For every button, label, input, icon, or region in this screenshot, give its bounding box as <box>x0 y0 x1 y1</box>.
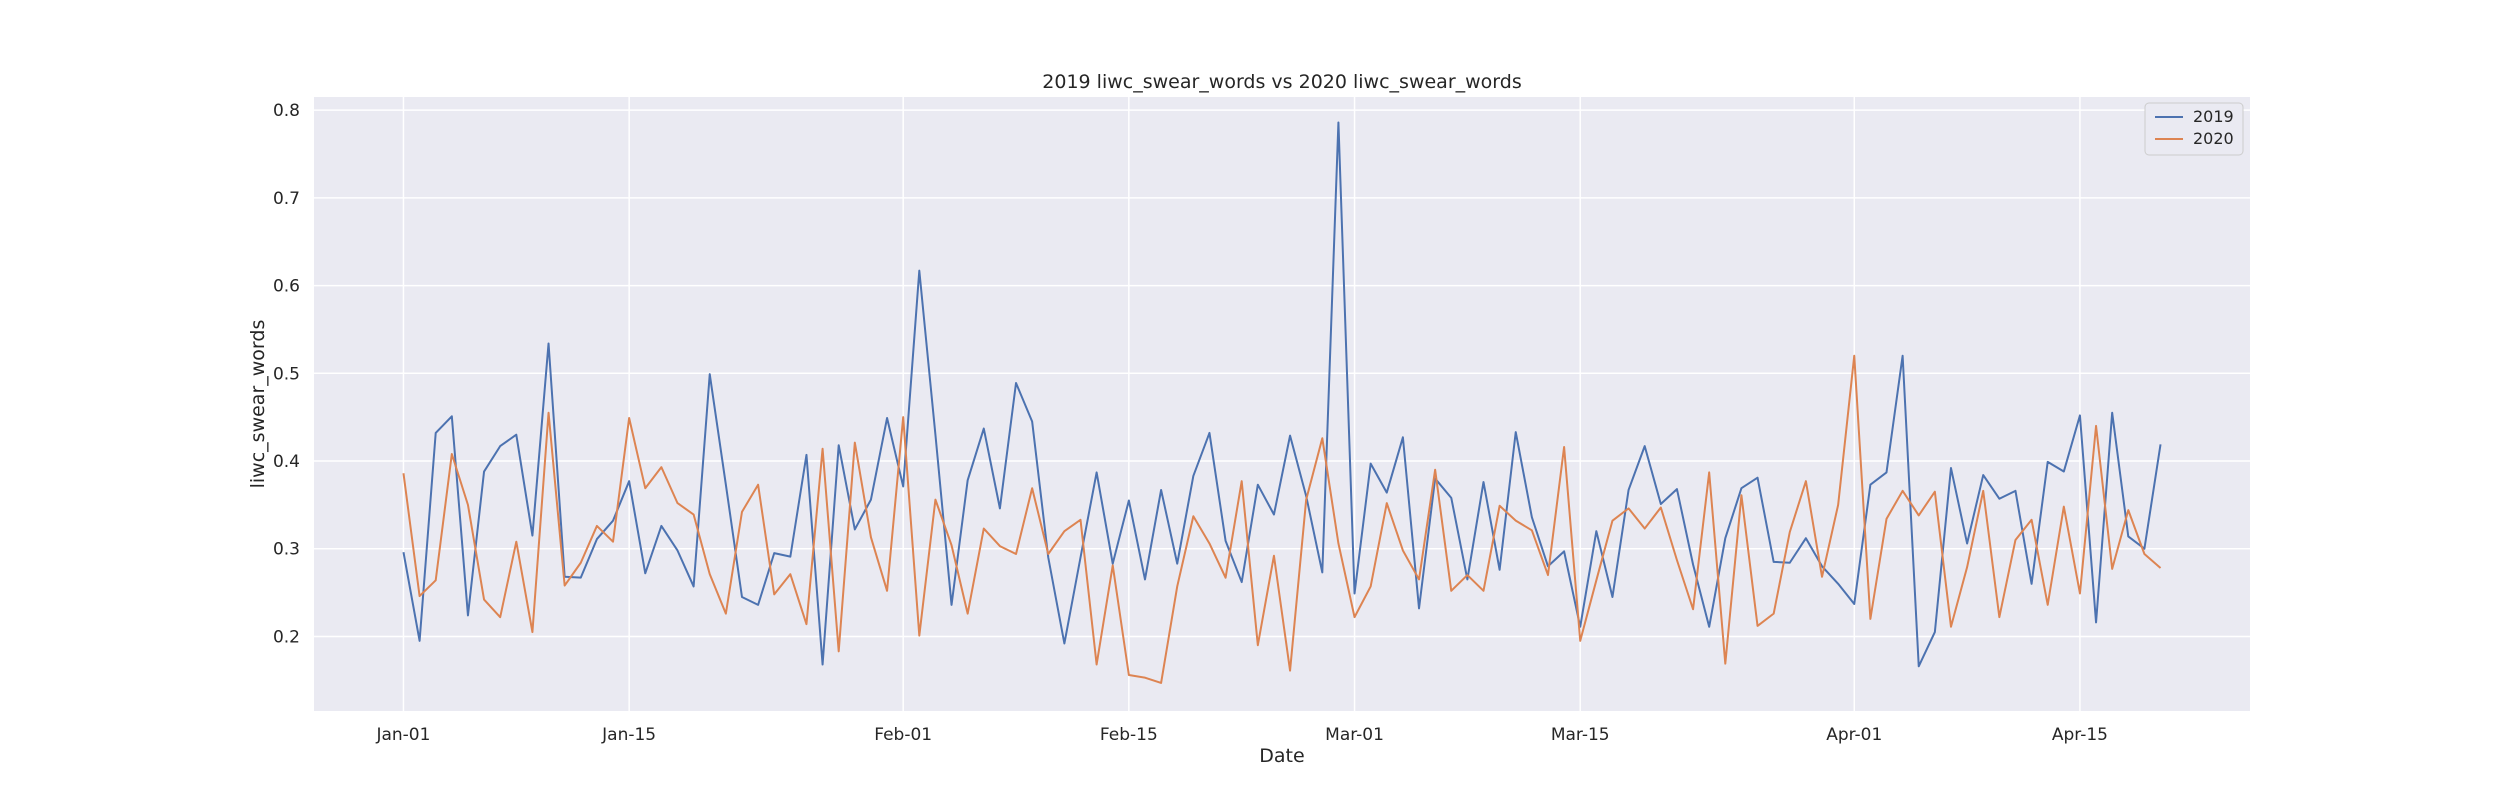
x-tick-label: Mar-15 <box>1551 725 1610 745</box>
y-tick-label: 0.7 <box>273 189 300 209</box>
legend-label-2019: 2019 <box>2193 107 2234 126</box>
legend: 2019 2020 <box>2144 102 2244 156</box>
gridlines <box>314 97 2250 711</box>
x-tick-label: Apr-01 <box>1826 725 1882 745</box>
x-tick-label: Feb-01 <box>874 725 932 745</box>
y-axis-title: liwc_swear_words <box>247 320 269 489</box>
series-lines <box>402 121 2162 684</box>
y-tick-label: 0.5 <box>273 364 300 384</box>
x-axis-ticks: Jan-01 Jan-15 Feb-01 Feb-15 Mar-01 Mar-15 Apr-… <box>375 725 2108 745</box>
series-line-2020 <box>402 354 2162 684</box>
x-tick-label: Jan-15 <box>601 725 656 745</box>
x-axis-title: Date <box>1259 745 1304 767</box>
y-tick-label: 0.6 <box>273 277 300 297</box>
x-tick-label: Feb-15 <box>1100 725 1158 745</box>
x-tick-label: Apr-15 <box>2052 725 2108 745</box>
y-tick-label: 0.8 <box>273 101 300 121</box>
y-tick-label: 0.2 <box>273 627 300 647</box>
x-tick-label: Jan-01 <box>375 725 430 745</box>
y-tick-label: 0.3 <box>273 540 300 560</box>
y-tick-label: 0.4 <box>273 452 300 472</box>
y-axis-ticks: 0.2 0.3 0.4 0.5 0.6 0.7 0.8 <box>273 101 300 647</box>
chart-title: 2019 liwc_swear_words vs 2020 liwc_swear… <box>1042 71 1521 93</box>
series-line-2019 <box>402 121 2162 668</box>
x-tick-label: Mar-01 <box>1325 725 1384 745</box>
legend-label-2020: 2020 <box>2193 129 2234 148</box>
